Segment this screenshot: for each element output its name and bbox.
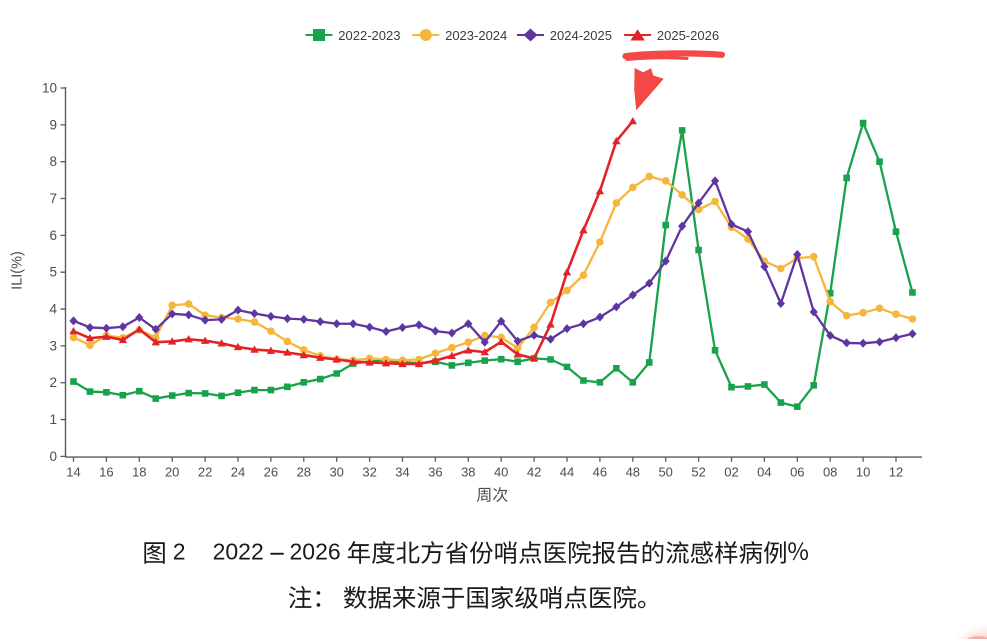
svg-text:14: 14 bbox=[66, 464, 80, 479]
svg-text:3: 3 bbox=[49, 338, 57, 353]
svg-text:4: 4 bbox=[49, 302, 57, 317]
svg-text:26: 26 bbox=[264, 464, 278, 479]
svg-text:42: 42 bbox=[527, 464, 541, 479]
svg-text:10: 10 bbox=[42, 81, 57, 96]
svg-text:34: 34 bbox=[395, 464, 409, 479]
svg-text:12: 12 bbox=[889, 464, 903, 479]
svg-text:20: 20 bbox=[165, 464, 179, 479]
svg-text:08: 08 bbox=[823, 464, 837, 479]
svg-text:06: 06 bbox=[790, 464, 804, 479]
svg-text:50: 50 bbox=[658, 464, 672, 479]
svg-text:0: 0 bbox=[49, 449, 57, 464]
svg-text:32: 32 bbox=[362, 464, 376, 479]
svg-text:2025-2026: 2025-2026 bbox=[657, 28, 719, 43]
svg-text:10: 10 bbox=[856, 464, 870, 479]
svg-text:2024-2025: 2024-2025 bbox=[550, 28, 612, 43]
svg-text:9: 9 bbox=[49, 117, 57, 132]
svg-text:02: 02 bbox=[724, 464, 738, 479]
svg-text:2: 2 bbox=[173, 539, 186, 565]
svg-text:24: 24 bbox=[231, 464, 245, 479]
svg-text:8: 8 bbox=[49, 154, 57, 169]
svg-text:2023-2024: 2023-2024 bbox=[445, 28, 507, 43]
svg-text:46: 46 bbox=[593, 464, 607, 479]
svg-text:2022: 2022 bbox=[213, 539, 264, 565]
svg-text:52: 52 bbox=[691, 464, 705, 479]
svg-text:2026: 2026 bbox=[290, 539, 341, 565]
svg-text:5: 5 bbox=[49, 265, 57, 280]
svg-text:40: 40 bbox=[494, 464, 508, 479]
svg-text:22: 22 bbox=[198, 464, 212, 479]
svg-text:16: 16 bbox=[99, 464, 113, 479]
svg-text:30: 30 bbox=[329, 464, 343, 479]
svg-text:04: 04 bbox=[757, 464, 771, 479]
svg-text:48: 48 bbox=[626, 464, 640, 479]
svg-text:1: 1 bbox=[49, 412, 57, 427]
svg-text:ILI(%): ILI(%) bbox=[10, 251, 26, 290]
svg-text:2: 2 bbox=[49, 375, 57, 390]
svg-text:28: 28 bbox=[297, 464, 311, 479]
svg-text:18: 18 bbox=[132, 464, 146, 479]
svg-text:36: 36 bbox=[428, 464, 442, 479]
svg-text:2022-2023: 2022-2023 bbox=[338, 28, 400, 43]
svg-text:6: 6 bbox=[49, 228, 57, 243]
svg-text:7: 7 bbox=[49, 191, 57, 206]
svg-text:44: 44 bbox=[560, 464, 574, 479]
svg-text:38: 38 bbox=[461, 464, 475, 479]
